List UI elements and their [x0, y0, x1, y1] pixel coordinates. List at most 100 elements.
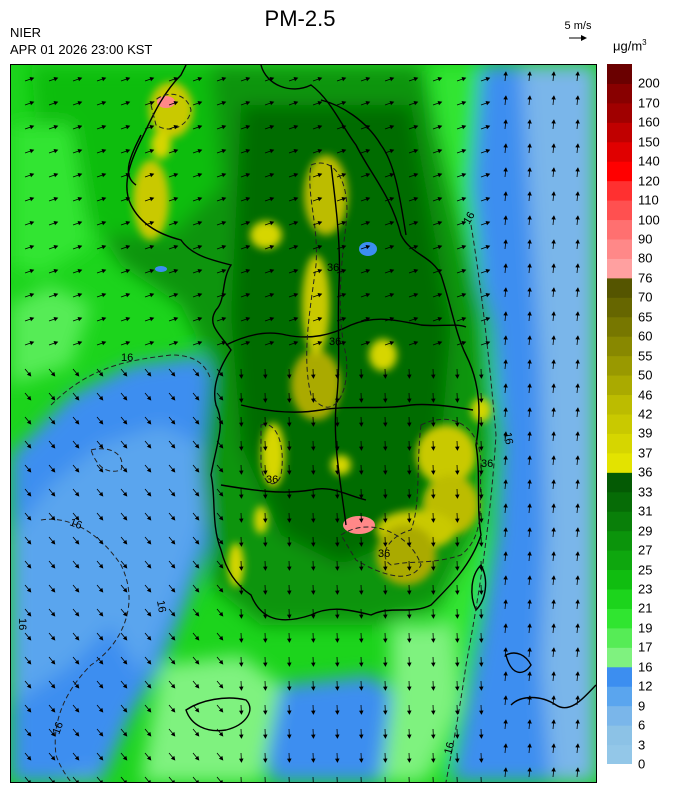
- wind-arrow-head: [170, 683, 176, 689]
- wind-arrow-head: [125, 293, 131, 298]
- wind-arrow-head: [335, 758, 340, 763]
- wind-arrow-head: [479, 590, 484, 595]
- wind-arrow-head: [551, 671, 556, 676]
- wind-arrow-head: [407, 758, 412, 763]
- wind-arrow-head: [479, 470, 484, 475]
- wind-arrow-head: [269, 173, 275, 178]
- wind-arrow-head: [335, 422, 340, 427]
- colorbar-tick-label: 21: [638, 600, 653, 616]
- wind-arrow-head: [455, 734, 460, 739]
- wind-arrow-head: [74, 563, 80, 569]
- wind-arrow-head: [527, 71, 532, 76]
- colorbar-swatch: [607, 297, 632, 318]
- wind-arrow-head: [503, 383, 508, 388]
- wind-arrow-head: [407, 710, 412, 715]
- contour-label: 16: [51, 720, 66, 736]
- wind-arrow-head: [293, 221, 299, 226]
- wind-arrow-head: [437, 269, 443, 274]
- wind-arrow-head: [551, 383, 556, 388]
- colorbar-swatch: [607, 277, 632, 298]
- wind-arrow-head: [221, 317, 227, 322]
- wind-arrow-head: [335, 662, 340, 667]
- wind-arrow-head: [197, 245, 203, 250]
- wind-arrow-head: [479, 638, 484, 643]
- wind-arrow-head: [503, 71, 508, 76]
- wind-arrow-head: [437, 317, 443, 322]
- wind-arrow-head: [287, 590, 292, 595]
- wind-arrow-head: [293, 293, 299, 298]
- wind-arrow-head: [263, 638, 268, 643]
- wind-arrow-head: [455, 638, 460, 643]
- wind-arrow-head: [26, 683, 32, 689]
- wind-arrow-head: [221, 149, 227, 154]
- wind-arrow-head: [407, 734, 412, 739]
- colorbar-swatch: [607, 472, 632, 493]
- wind-arrow-head: [218, 467, 224, 473]
- wind-arrow-head: [29, 125, 35, 130]
- wind-arrow-head: [455, 758, 460, 763]
- wind-arrow-head: [575, 527, 580, 532]
- wind-arrow-head: [74, 611, 80, 617]
- wind-arrow-head: [29, 317, 35, 322]
- wind-arrow-head: [218, 371, 224, 377]
- wind-arrow-head: [50, 755, 56, 761]
- wind-arrow-head: [413, 125, 419, 130]
- wind-arrow-head: [527, 215, 532, 220]
- wind-arrow-head: [26, 419, 32, 425]
- wind-arrow-head: [218, 755, 224, 761]
- wind-arrow-head: [455, 374, 460, 379]
- contour-label: 16: [154, 599, 168, 613]
- wind-arrow-head: [245, 173, 251, 178]
- wind-arrow-head: [287, 686, 292, 691]
- wind-arrow-head: [383, 398, 388, 403]
- wind-arrow-head: [122, 755, 128, 761]
- wind-arrow-head: [431, 662, 436, 667]
- colorbar-swatch: [607, 589, 632, 609]
- wind-arrow-head: [311, 374, 316, 379]
- wind-arrow-head: [263, 710, 268, 715]
- wind-arrow-head: [194, 755, 200, 761]
- wind-arrow-head: [527, 287, 532, 292]
- wind-arrow-head: [365, 149, 371, 154]
- wind-arrow-head: [29, 173, 35, 178]
- wind-vectors: [24, 71, 580, 782]
- wind-arrow-head: [575, 311, 580, 316]
- wind-arrow-head: [269, 125, 275, 130]
- wind-arrow-head: [383, 374, 388, 379]
- wind-arrow-head: [503, 503, 508, 508]
- wind-arrow-head: [503, 143, 508, 148]
- wind-arrow-head: [479, 734, 484, 739]
- wind-arrow-head: [170, 395, 176, 401]
- wind-arrow-head: [311, 590, 316, 595]
- wind-arrow-head: [245, 221, 251, 226]
- wind-arrow-head: [269, 221, 275, 226]
- wind-arrow-head: [383, 494, 388, 499]
- wind-arrow-head: [146, 635, 152, 641]
- wind-arrow-head: [311, 518, 316, 523]
- wind-arrow-head: [98, 707, 104, 713]
- colorbar-swatch: [607, 666, 632, 687]
- wind-arrow-head: [122, 467, 128, 473]
- wind-arrow-head: [170, 515, 176, 521]
- wind-arrow-head: [170, 731, 176, 737]
- wind-arrow-head: [125, 245, 131, 250]
- wind-arrow-head: [503, 479, 508, 484]
- wind-arrow-head: [311, 638, 316, 643]
- wind-arrow-head: [194, 371, 200, 377]
- wind-arrow-head: [575, 503, 580, 508]
- wind-arrow-head: [503, 287, 508, 292]
- wind-arrow-head: [101, 341, 107, 346]
- colorbar-tick-label: 65: [638, 309, 653, 325]
- wind-arrow-head: [239, 518, 244, 523]
- wind-arrow-head: [479, 662, 484, 667]
- colorbar-tick-label: 29: [638, 523, 653, 539]
- wind-arrow-head: [335, 518, 340, 523]
- wind-arrow-head: [383, 470, 388, 475]
- wind-arrow-head: [431, 734, 436, 739]
- wind-arrow-head: [551, 71, 556, 76]
- wind-arrow-head: [317, 173, 323, 178]
- wind-arrow-head: [77, 341, 83, 346]
- wind-arrow-head: [77, 245, 83, 250]
- colorbar-tick-label: 42: [638, 406, 653, 422]
- wind-arrow-head: [461, 197, 467, 202]
